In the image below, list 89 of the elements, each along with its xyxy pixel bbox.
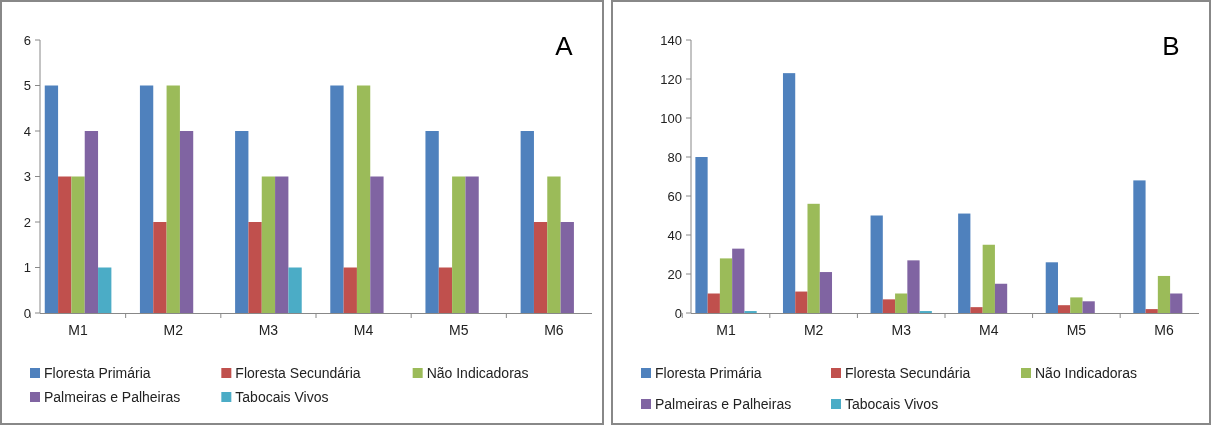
bar	[248, 222, 262, 313]
legend-label: Floresta Primária	[44, 364, 151, 381]
legend-label: Não Indicadoras	[1035, 364, 1137, 381]
bar	[560, 222, 574, 313]
x-tick-label: M5	[449, 322, 469, 338]
legend-label: Tabocais Vivos	[235, 388, 329, 405]
bar	[356, 85, 371, 313]
legend-label: Floresta Secundária	[845, 364, 971, 381]
legend-label: Tabocais Vivos	[845, 395, 939, 412]
legend-label: Palmeiras e Palheiras	[655, 395, 792, 412]
y-tick-label: 100	[660, 110, 682, 126]
x-tick-label: M1	[68, 322, 88, 338]
bar	[370, 176, 384, 313]
bar	[807, 203, 820, 313]
bar	[695, 157, 708, 313]
bar	[533, 222, 548, 313]
bar	[1170, 293, 1183, 313]
bar	[44, 85, 59, 313]
legend-label: Floresta Secundária	[235, 364, 361, 381]
legend-label: Não Indicadoras	[426, 364, 529, 381]
bar	[261, 176, 276, 313]
bar	[438, 267, 453, 313]
y-tick-label: 40	[667, 227, 682, 243]
bar	[1157, 275, 1171, 313]
annotation: B	[1162, 31, 1180, 61]
bar	[870, 215, 883, 313]
y-tick-label: 0	[674, 305, 682, 321]
bar	[166, 85, 180, 313]
bar	[994, 283, 1008, 313]
x-tick-label: M6	[544, 322, 564, 338]
x-tick-label: M3	[258, 322, 279, 338]
bar	[547, 176, 561, 313]
x-tick-label: M4	[979, 322, 999, 338]
y-tick-label: 80	[667, 149, 682, 165]
x-tick-label: M3	[891, 322, 912, 338]
y-tick-label: 140	[660, 32, 682, 48]
bar	[98, 267, 112, 313]
bar	[465, 176, 479, 313]
bar	[707, 293, 720, 313]
bar	[425, 131, 439, 313]
bar	[1082, 301, 1095, 313]
bar	[782, 73, 796, 313]
bar	[1133, 180, 1146, 313]
bar	[719, 258, 733, 313]
bar	[1145, 309, 1158, 313]
bar	[153, 222, 167, 313]
bar	[58, 176, 72, 313]
y-tick-label: 6	[23, 32, 31, 48]
bar	[139, 85, 154, 313]
y-tick-label: 0	[23, 305, 31, 321]
bar	[895, 293, 908, 313]
bar	[732, 248, 745, 313]
x-tick-label: M6	[1154, 322, 1174, 338]
bar	[71, 176, 85, 313]
legend-label: Floresta Primária	[655, 364, 762, 381]
y-tick-label: 60	[667, 188, 682, 204]
bar	[795, 291, 808, 313]
annotation: A	[555, 31, 574, 61]
bar	[235, 131, 249, 313]
bar	[1057, 305, 1071, 313]
bar	[1070, 297, 1083, 313]
y-tick-label: 2	[23, 214, 31, 230]
y-tick-label: 3	[23, 169, 31, 185]
bar	[452, 176, 466, 313]
x-tick-label: M2	[163, 322, 184, 338]
bar	[1045, 262, 1058, 313]
y-tick-label: 5	[23, 78, 31, 94]
bar	[882, 299, 896, 313]
y-tick-label: 120	[660, 71, 682, 87]
x-tick-label: M2	[803, 322, 824, 338]
bar	[330, 85, 344, 313]
x-tick-label: M4	[353, 322, 374, 338]
y-tick-label: 1	[23, 260, 31, 276]
bar	[179, 131, 194, 313]
bar	[288, 267, 302, 313]
bar	[958, 213, 971, 313]
bar	[970, 307, 983, 313]
x-tick-label: M5	[1066, 322, 1087, 338]
legend-label: Palmeiras e Palheiras	[44, 388, 181, 405]
bar	[84, 131, 99, 313]
bar	[343, 267, 357, 313]
y-tick-label: 4	[23, 123, 31, 139]
bar	[907, 260, 920, 313]
bar	[520, 131, 534, 313]
bar	[819, 272, 833, 313]
bar	[275, 176, 289, 313]
x-tick-label: M1	[716, 322, 736, 338]
y-tick-label: 20	[667, 266, 682, 282]
bar	[982, 244, 995, 313]
